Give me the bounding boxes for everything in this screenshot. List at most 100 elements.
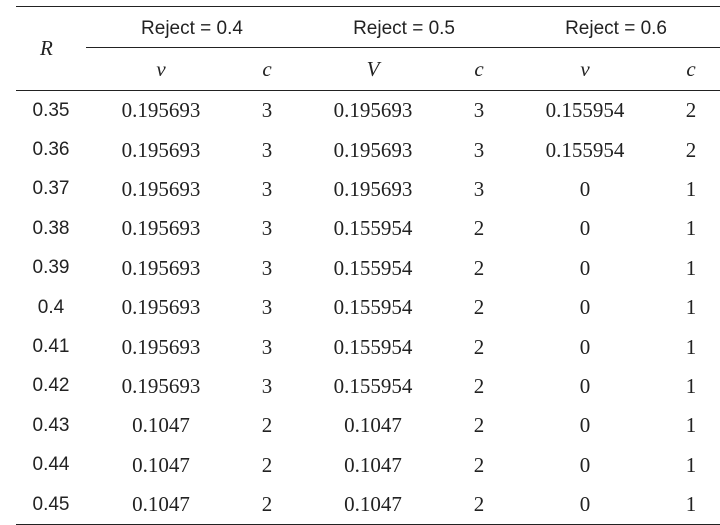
cell-c: 3 (261, 176, 273, 201)
cell-v: 0 (510, 484, 661, 525)
cell-r: 0.43 (32, 414, 70, 436)
cell-v: 0 (579, 334, 591, 359)
cell-c: 2 (473, 295, 485, 320)
cell-v: 0.195693 (121, 373, 201, 398)
cell-c: 1 (685, 413, 697, 438)
table-row: 0.43 0.1047 2 0.1047 2 0 1 (16, 406, 720, 445)
cell-v: 0 (579, 176, 591, 201)
table-row: 0.38 0.195693 3 0.155954 2 0 1 (16, 209, 720, 248)
cell-v: 0 (579, 255, 591, 280)
table-row: 0.44 0.1047 2 0.1047 2 0 1 (16, 446, 720, 485)
table-row: 0.45 0.1047 2 0.1047 2 0 1 (16, 484, 720, 525)
cell-r: 0.45 (16, 484, 86, 525)
row-header-label: R (40, 36, 53, 60)
cell-c: 2 (236, 484, 299, 525)
sub-header-c: c (660, 47, 720, 91)
cell-v: 0.195693 (121, 216, 201, 241)
cell-v: 0.195693 (121, 137, 201, 162)
cell-c: 2 (473, 373, 485, 398)
cell-v: 0.155954 (333, 373, 413, 398)
table-row: 0.42 0.195693 3 0.155954 2 0 1 (16, 367, 720, 406)
cell-c: 2 (473, 452, 485, 477)
cell-v: 0.155954 (545, 137, 625, 162)
cell-v: 0.1047 (344, 452, 402, 477)
cell-v: 0 (579, 216, 591, 241)
cell-v: 0.1047 (86, 484, 236, 525)
cell-c: 3 (261, 255, 273, 280)
table-body: 0.35 0.195693 3 0.195693 3 0.155954 2 0.36 0.195… (16, 91, 720, 525)
cell-v: 0.1047 (298, 484, 449, 525)
cell-c: 1 (685, 295, 697, 320)
cell-v: 0.195693 (121, 176, 201, 201)
cell-c: 3 (473, 137, 485, 162)
cell-c: 3 (473, 98, 485, 123)
cell-v: 0.195693 (121, 255, 201, 280)
group-header-reject-0-5: Reject = 0.5 (298, 6, 511, 48)
cell-r: 0.41 (32, 336, 70, 358)
cell-v: 0.155954 (333, 334, 413, 359)
table-row: 0.37 0.195693 3 0.195693 3 0 1 (16, 170, 720, 209)
cell-c: 1 (685, 373, 697, 398)
cell-v: 0 (579, 413, 591, 438)
cell-r: 0.4 (37, 296, 65, 318)
cell-c: 2 (261, 413, 273, 438)
cell-v: 0.195693 (333, 137, 413, 162)
sub-header-v: v (86, 47, 236, 91)
cell-r: 0.39 (32, 257, 70, 279)
cell-v: 0.195693 (121, 295, 201, 320)
cell-c: 3 (261, 98, 273, 123)
cell-c: 1 (685, 452, 697, 477)
cell-r: 0.36 (32, 139, 70, 161)
cell-c: 3 (261, 334, 273, 359)
cell-v: 0 (579, 373, 591, 398)
cell-v: 0.1047 (132, 452, 190, 477)
group-header-reject-0-4: Reject = 0.4 (86, 6, 299, 48)
sub-header-c: c (448, 47, 511, 91)
cell-v: 0.195693 (333, 176, 413, 201)
cell-v: 0.195693 (333, 98, 413, 123)
cell-c: 2 (261, 452, 273, 477)
table-row: 0.36 0.195693 3 0.195693 3 0.155954 2 (16, 130, 720, 169)
cell-c: 2 (448, 484, 511, 525)
cell-v: 0.155954 (545, 98, 625, 123)
results-table: R Reject = 0.4 Reject = 0.5 Reject = 0.6… (16, 6, 720, 525)
cell-v: 0.195693 (121, 334, 201, 359)
table-row: 0.41 0.195693 3 0.155954 2 0 1 (16, 327, 720, 366)
cell-c: 3 (473, 176, 485, 201)
group-header-row: R Reject = 0.4 Reject = 0.5 Reject = 0.6 (16, 6, 720, 91)
cell-c: 2 (473, 413, 485, 438)
cell-c: 3 (261, 295, 273, 320)
row-header-r: R (16, 6, 86, 91)
cell-c: 3 (261, 137, 273, 162)
cell-v: 0 (579, 452, 591, 477)
cell-c: 2 (685, 137, 697, 162)
table-row: 0.39 0.195693 3 0.155954 2 0 1 (16, 249, 720, 288)
cell-r: 0.42 (32, 375, 70, 397)
cell-c: 1 (660, 484, 720, 525)
sub-header-v: V (298, 47, 449, 91)
cell-r: 0.38 (32, 217, 70, 239)
group-label: Reject = 0.6 (565, 17, 667, 39)
cell-v: 0.155954 (333, 295, 413, 320)
cell-v: 0.155954 (333, 216, 413, 241)
cell-c: 2 (685, 98, 697, 123)
cell-v: 0 (579, 295, 591, 320)
sub-header-row: v c V c v c (16, 47, 720, 91)
cell-c: 2 (473, 216, 485, 241)
cell-v: 0.155954 (333, 255, 413, 280)
table-row: 0.4 0.195693 3 0.155954 2 0 1 (16, 288, 720, 327)
cell-v: 0.1047 (344, 413, 402, 438)
cell-r: 0.37 (32, 178, 70, 200)
cell-c: 1 (685, 334, 697, 359)
cell-c: 2 (473, 255, 485, 280)
cell-c: 1 (685, 176, 697, 201)
group-header-reject-0-6: Reject = 0.6 (510, 6, 720, 48)
cell-r: 0.35 (32, 99, 70, 121)
sub-header-v: v (510, 47, 661, 91)
group-label: Reject = 0.4 (141, 17, 243, 39)
cell-c: 3 (261, 216, 273, 241)
cell-c: 1 (685, 255, 697, 280)
cell-v: 0.195693 (121, 98, 201, 123)
cell-c: 3 (261, 373, 273, 398)
cell-v: 0.1047 (132, 413, 190, 438)
